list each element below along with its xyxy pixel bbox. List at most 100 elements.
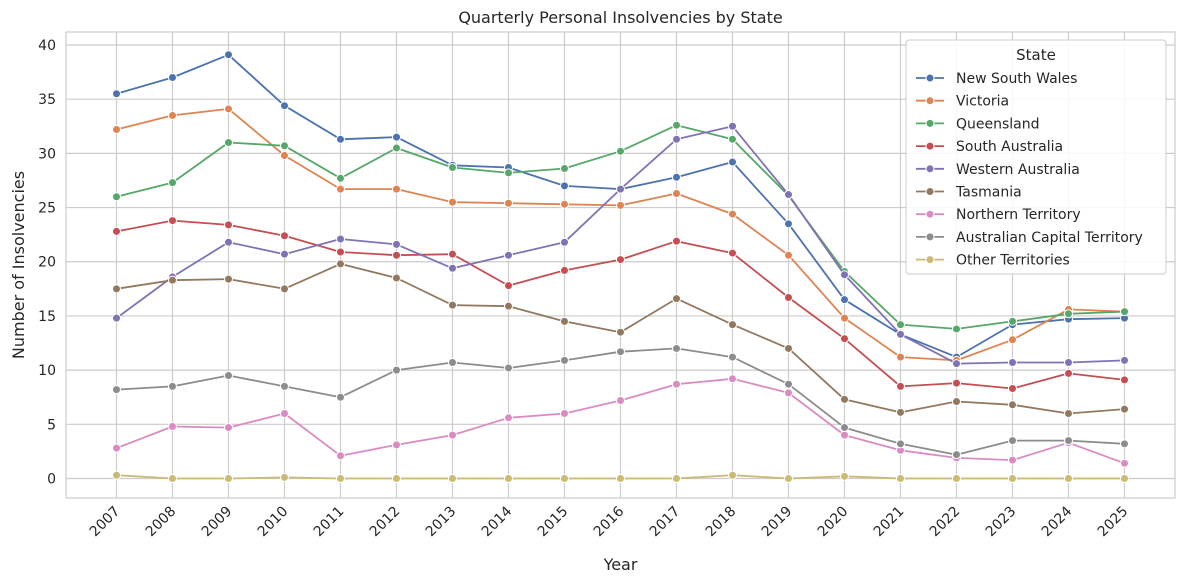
data-point: [112, 226, 121, 236]
data-point: [392, 365, 401, 375]
data-point: [1008, 335, 1017, 345]
x-tick-label: 2024: [1039, 503, 1076, 540]
data-point: [504, 413, 513, 423]
legend-box: [905, 39, 1167, 275]
data-point: [560, 237, 569, 247]
data-point: [952, 450, 961, 460]
data-point: [168, 275, 177, 285]
data-point: [392, 440, 401, 450]
x-tick-label: 2018: [703, 504, 740, 541]
y-tick-label: 15: [38, 309, 56, 325]
data-point: [840, 471, 849, 481]
data-point: [1008, 316, 1017, 326]
data-point: [392, 132, 401, 142]
data-point: [1120, 307, 1129, 317]
data-point: [784, 250, 793, 260]
legend-item: Northern Territory: [916, 207, 1081, 223]
x-tick-label: 2014: [479, 503, 516, 540]
data-point: [336, 473, 345, 483]
data-point: [448, 197, 457, 207]
x-tick-label: 2010: [255, 504, 292, 541]
chart-title: Quarterly Personal Insolvencies by State: [458, 8, 782, 27]
data-point: [1064, 368, 1073, 378]
data-point: [616, 473, 625, 483]
data-point: [280, 472, 289, 482]
data-point: [448, 358, 457, 368]
data-point: [168, 73, 177, 83]
data-point: [840, 313, 849, 323]
legend-item: Other Territories: [916, 253, 1070, 269]
legend-label: South Australia: [956, 139, 1063, 155]
data-point: [840, 430, 849, 440]
x-tick-label: 2015: [535, 504, 572, 541]
legend-swatch-marker: [925, 209, 935, 219]
legend-label: Western Australia: [956, 162, 1080, 178]
data-point: [168, 473, 177, 483]
x-tick-label: 2008: [143, 504, 180, 541]
data-point: [504, 363, 513, 373]
x-tick-label: 2009: [199, 504, 236, 541]
data-point: [168, 110, 177, 120]
x-tick-label: 2011: [311, 504, 348, 541]
data-point: [336, 234, 345, 244]
data-point: [280, 284, 289, 294]
legend-label: Victoria: [956, 94, 1009, 110]
data-point: [1120, 458, 1129, 468]
data-point: [1120, 355, 1129, 365]
data-point: [112, 89, 121, 99]
data-point: [896, 352, 905, 362]
data-point: [168, 178, 177, 188]
legend-item: Australian Capital Territory: [916, 230, 1143, 246]
x-tick-label: 2016: [591, 503, 628, 540]
data-point: [168, 216, 177, 226]
data-point: [1064, 309, 1073, 319]
data-point: [448, 249, 457, 259]
data-point: [392, 184, 401, 194]
data-point: [784, 219, 793, 229]
data-point: [1008, 400, 1017, 410]
data-point: [1120, 375, 1129, 385]
legend-label: Australian Capital Territory: [956, 230, 1143, 246]
data-point: [112, 284, 121, 294]
data-point: [1064, 408, 1073, 418]
data-point: [896, 320, 905, 330]
data-point: [952, 473, 961, 483]
legend-swatch-marker: [925, 255, 935, 265]
y-tick-label: 30: [38, 146, 56, 162]
data-point: [448, 473, 457, 483]
data-point: [392, 473, 401, 483]
data-point: [504, 301, 513, 311]
x-tick-label: 2023: [983, 504, 1020, 541]
data-point: [784, 473, 793, 483]
data-point: [896, 473, 905, 483]
data-point: [672, 473, 681, 483]
data-point: [672, 379, 681, 389]
data-point: [336, 184, 345, 194]
legend-items: New South Wales Victoria Queensland South A…: [916, 71, 1143, 269]
data-point: [112, 313, 121, 323]
data-point: [560, 265, 569, 275]
data-point: [224, 274, 233, 284]
data-point: [784, 343, 793, 353]
data-point: [448, 162, 457, 172]
data-point: [840, 423, 849, 433]
data-point: [784, 190, 793, 200]
legend-swatch-marker: [925, 141, 935, 151]
data-point: [112, 470, 121, 480]
data-point: [224, 423, 233, 433]
data-point: [728, 320, 737, 330]
legend-label: Other Territories: [956, 253, 1070, 269]
data-point: [280, 381, 289, 391]
legend-item: New South Wales: [916, 71, 1077, 87]
series-south-australia: [112, 216, 1129, 394]
legend-swatch-marker: [925, 187, 935, 196]
data-point: [896, 381, 905, 391]
data-point: [952, 359, 961, 369]
data-point: [728, 352, 737, 362]
x-axis-ticks: 2007 2008 2009 2010 2011 2012 2013 2014 2015 2016…: [87, 503, 1132, 540]
data-point: [672, 236, 681, 246]
x-tick-label: 2022: [927, 504, 964, 541]
data-point: [392, 239, 401, 249]
series-queensland: [112, 120, 1129, 334]
data-point: [672, 134, 681, 144]
